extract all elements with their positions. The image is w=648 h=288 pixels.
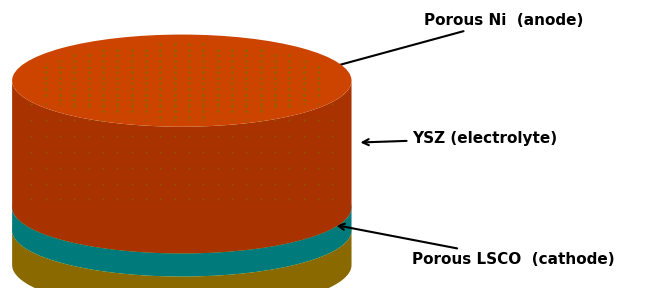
Ellipse shape	[12, 184, 351, 276]
Text: Porous Ni  (anode): Porous Ni (anode)	[308, 13, 584, 75]
Text: YSZ (electrolyte): YSZ (electrolyte)	[363, 131, 557, 146]
Polygon shape	[12, 207, 351, 276]
Polygon shape	[12, 81, 351, 253]
Text: Porous LSCO  (cathode): Porous LSCO (cathode)	[338, 224, 615, 267]
Ellipse shape	[12, 161, 351, 253]
Ellipse shape	[12, 35, 351, 127]
Polygon shape	[12, 230, 351, 288]
